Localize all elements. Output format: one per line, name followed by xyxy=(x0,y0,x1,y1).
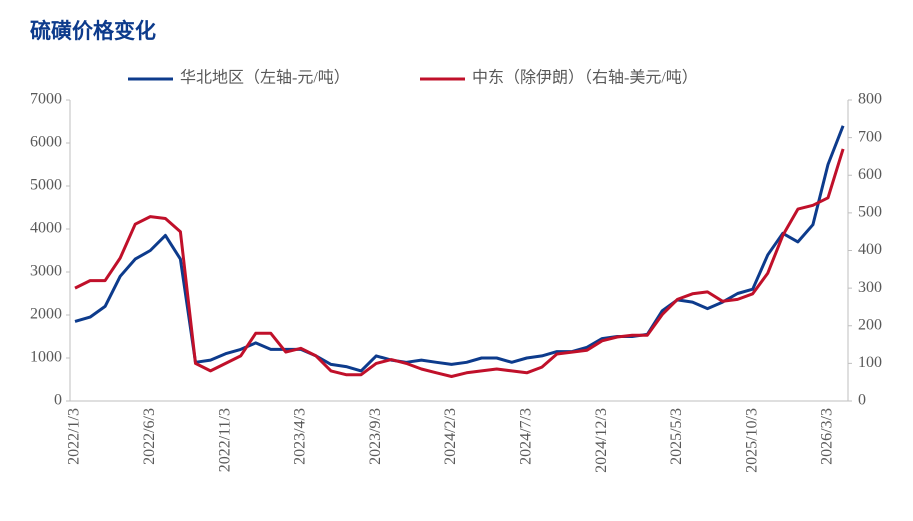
y2-tick-label: 0 xyxy=(858,392,866,409)
x-tick-label: 2023/4/3 xyxy=(292,408,309,465)
series-line xyxy=(74,148,845,378)
x-tick-label: 2022/6/3 xyxy=(141,408,158,465)
y-tick-label: 5000 xyxy=(30,177,62,194)
y2-tick-label: 800 xyxy=(858,91,882,108)
x-tick-label: 2026/3/3 xyxy=(819,408,836,465)
y2-tick-label: 300 xyxy=(858,279,882,296)
x-tick-label: 2024/2/3 xyxy=(442,408,459,465)
y-tick-label: 6000 xyxy=(30,134,62,151)
y-tick-label: 1000 xyxy=(30,349,62,366)
y-tick-label: 3000 xyxy=(30,263,62,280)
y-tick-label: 0 xyxy=(54,392,62,409)
y2-tick-label: 600 xyxy=(858,166,882,183)
x-tick-label: 2025/5/3 xyxy=(668,408,685,465)
y2-tick-label: 400 xyxy=(858,241,882,258)
y2-tick-label: 700 xyxy=(858,128,882,145)
x-tick-label: 2023/9/3 xyxy=(367,408,384,465)
y2-tick-label: 200 xyxy=(858,316,882,333)
y-tick-label: 4000 xyxy=(30,220,62,237)
x-tick-label: 2024/7/3 xyxy=(517,408,534,465)
legend-label: 中东（除伊朗）（右轴-美元/吨） xyxy=(472,69,698,87)
y2-tick-label: 100 xyxy=(858,354,882,371)
legend-label: 华北地区（左轴-元/吨） xyxy=(180,69,350,87)
x-tick-label: 2024/12/3 xyxy=(593,408,610,473)
x-tick-label: 2022/11/3 xyxy=(216,408,233,472)
y-tick-label: 2000 xyxy=(30,306,62,323)
series-line xyxy=(74,125,845,373)
x-tick-label: 2022/1/3 xyxy=(66,408,83,465)
x-tick-label: 2025/10/3 xyxy=(743,408,760,473)
chart-title: 硫磺价格变化 xyxy=(30,19,156,43)
y2-tick-label: 500 xyxy=(858,204,882,221)
y-tick-label: 7000 xyxy=(30,91,62,108)
